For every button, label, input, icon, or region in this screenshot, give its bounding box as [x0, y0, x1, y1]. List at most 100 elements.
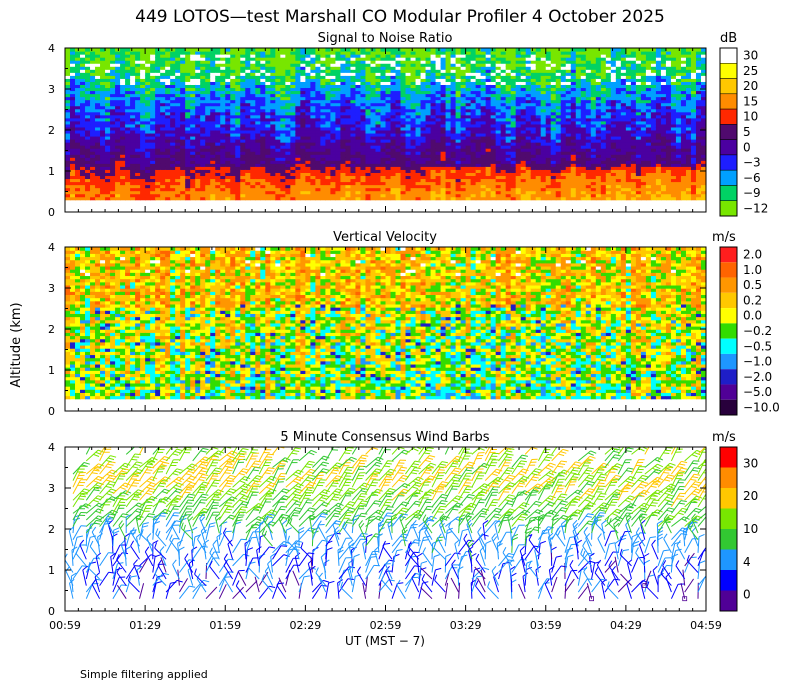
snr-cell	[500, 163, 507, 167]
snr-cell	[240, 139, 246, 143]
snr-cell	[190, 81, 196, 85]
snr-cell	[430, 178, 437, 183]
snr-cell	[100, 93, 106, 98]
snr-cell	[215, 57, 221, 61]
snr-cell	[315, 145, 321, 149]
snr-cell	[350, 48, 357, 52]
snr-cell	[210, 48, 216, 52]
snr-cell	[75, 123, 81, 128]
snr-cell	[245, 63, 251, 67]
snr-cell	[270, 184, 276, 189]
snr-cell	[70, 157, 76, 161]
snr-cell	[145, 117, 151, 122]
snr-cell	[300, 105, 306, 110]
snr-cell	[145, 90, 151, 95]
snr-cell	[95, 54, 101, 58]
snr-cell	[560, 99, 567, 104]
snr-cell	[135, 157, 141, 161]
snr-cell	[135, 90, 141, 95]
snr-cell	[435, 87, 442, 92]
snr-cell	[280, 181, 286, 186]
snr-cell	[440, 63, 447, 67]
snr-cell	[200, 169, 206, 173]
snr-cell	[255, 123, 261, 128]
snr-cell	[420, 154, 427, 158]
snr-cell	[215, 96, 221, 101]
snr-cell	[375, 123, 382, 128]
snr-cell	[65, 96, 71, 101]
snr-cell	[485, 132, 492, 137]
snr-cell	[435, 196, 442, 201]
snr-cell	[345, 175, 352, 180]
snr-cell	[490, 72, 497, 76]
snr-cell	[415, 54, 422, 58]
snr-cell	[340, 48, 347, 52]
snr-cell	[165, 69, 171, 73]
snr-cell	[125, 93, 131, 98]
snr-cell	[275, 196, 281, 201]
snr-cell	[530, 139, 537, 143]
snr-cell	[135, 69, 141, 73]
snr-cell	[375, 114, 382, 119]
snr-cell	[340, 96, 347, 101]
snr-cell	[415, 48, 422, 52]
snr-cell	[200, 75, 206, 79]
snr-cell	[340, 108, 347, 113]
snr-cell	[420, 135, 427, 140]
snr-cell	[195, 142, 201, 146]
snr-cell	[390, 123, 397, 128]
snr-cell	[210, 196, 216, 201]
snr-cell	[560, 160, 567, 164]
snr-cell	[310, 135, 316, 140]
snr-cell	[485, 63, 492, 67]
snr-cell	[80, 181, 86, 186]
snr-cell	[560, 102, 567, 107]
snr-cell	[75, 163, 81, 167]
snr-cell	[215, 81, 221, 85]
snr-cell	[360, 184, 367, 189]
snr-cell	[315, 172, 321, 177]
snr-cell	[540, 66, 547, 70]
snr-cell	[290, 90, 296, 95]
snr-cell	[150, 69, 156, 73]
snr-cell	[270, 196, 276, 201]
snr-cell	[100, 72, 106, 76]
snr-cell	[165, 178, 171, 183]
snr-cell	[505, 160, 512, 164]
snr-cell	[285, 126, 291, 131]
snr-cell	[510, 87, 517, 92]
snr-cell	[330, 105, 337, 110]
snr-cell	[325, 96, 332, 101]
snr-cell	[435, 60, 442, 64]
snr-cell	[160, 193, 166, 198]
snr-cell	[490, 154, 497, 158]
snr-cell	[285, 75, 291, 79]
snr-cell	[100, 63, 106, 67]
snr-cell	[100, 117, 106, 122]
snr-cell	[400, 69, 407, 73]
snr-cell	[420, 108, 427, 113]
snr-cell	[350, 193, 357, 198]
snr-cell	[330, 148, 337, 152]
snr-cell	[465, 60, 472, 64]
snr-cell	[120, 175, 126, 180]
snr-cell	[170, 75, 176, 79]
snr-cell	[220, 78, 226, 82]
snr-cell	[555, 145, 562, 149]
snr-cell	[180, 60, 186, 64]
snr-cell	[315, 90, 321, 95]
snr-cell	[405, 96, 412, 101]
snr-cell	[300, 196, 306, 201]
snr-cell	[425, 60, 432, 64]
snr-cell	[280, 75, 286, 79]
snr-cell	[230, 87, 236, 92]
snr-cell	[170, 72, 176, 76]
snr-cell	[195, 99, 201, 104]
snr-cell	[285, 151, 291, 155]
snr-cell	[75, 99, 81, 104]
snr-cell	[260, 99, 266, 104]
snr-cell	[395, 105, 402, 110]
snr-cell	[165, 84, 171, 89]
snr-cell	[425, 154, 432, 158]
snr-cell	[485, 196, 492, 201]
